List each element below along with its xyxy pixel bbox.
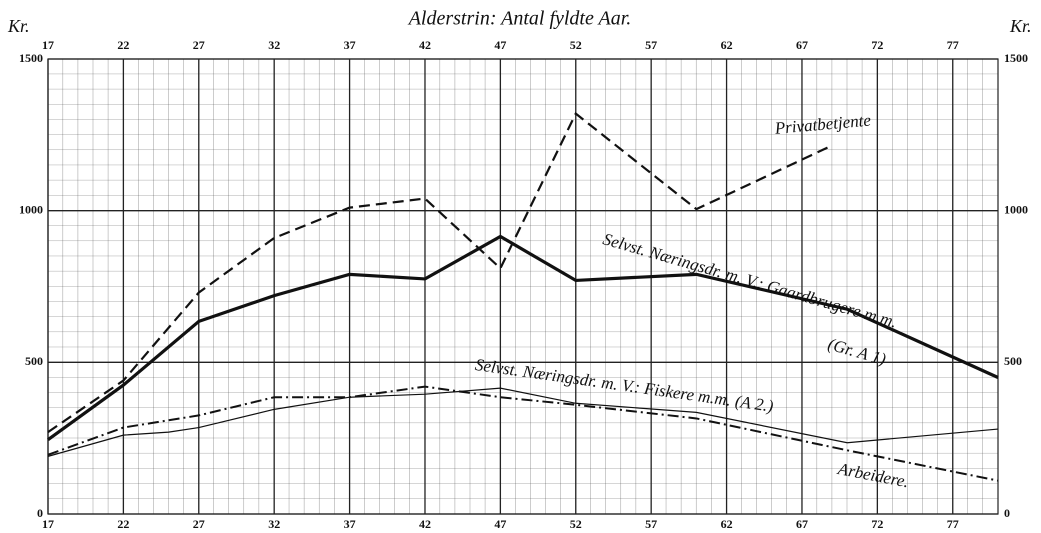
chart-title: Alderstrin: Antal fyldte Aar. [407,8,632,30]
y-tick-label: 500 [1004,354,1022,368]
x-tick-label: 17 [42,517,54,531]
x-tick-label: 42 [419,38,431,52]
y-tick-label: 0 [1004,506,1010,520]
x-tick-label: 17 [42,38,54,52]
x-tick-label: 32 [268,38,280,52]
y2-axis-label: Kr. [1009,16,1032,36]
x-tick-label: 67 [796,517,808,531]
fine-grid [47,58,999,515]
x-tick-label: 22 [117,38,129,52]
x-tick-label: 52 [570,38,582,52]
series-line [47,234,999,441]
x-tick-label: 57 [645,38,657,52]
x-tick-label: 32 [268,517,280,531]
x-tick-label: 77 [947,517,959,531]
y-tick-label: 0 [37,506,43,520]
series-line [47,111,833,434]
y-tick-label: 1500 [1004,51,1028,65]
x-tick-label: 72 [871,517,883,531]
y-axis-label: Kr. [7,16,30,36]
x-tick-label: 62 [721,38,733,52]
x-tick-label: 52 [570,517,582,531]
x-tick-label: 22 [117,517,129,531]
y-tick-label: 1500 [19,51,43,65]
x-tick-label: 57 [645,517,657,531]
x-tick-label: 62 [721,517,733,531]
series-line [47,385,999,482]
x-tick-label: 27 [193,517,205,531]
x-tick-label: 37 [344,38,356,52]
x-tick-label: 72 [871,38,883,52]
y-tick-label: 1000 [1004,202,1028,216]
x-tick-label: 47 [494,38,506,52]
x-tick-label: 37 [344,517,356,531]
x-tick-label: 77 [947,38,959,52]
series-line [47,387,999,457]
x-tick-label: 47 [494,517,506,531]
x-tick-label: 27 [193,38,205,52]
y-tick-label: 1000 [19,202,43,216]
y-tick-label: 500 [25,354,43,368]
x-tick-label: 67 [796,38,808,52]
x-tick-label: 42 [419,517,431,531]
